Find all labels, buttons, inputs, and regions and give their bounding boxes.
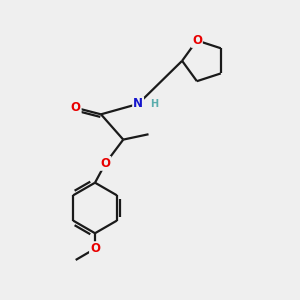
Text: H: H [150,99,158,109]
Text: O: O [90,242,100,255]
Text: O: O [192,34,202,47]
Text: O: O [71,101,81,114]
Text: N: N [133,98,143,110]
Text: O: O [100,157,110,170]
